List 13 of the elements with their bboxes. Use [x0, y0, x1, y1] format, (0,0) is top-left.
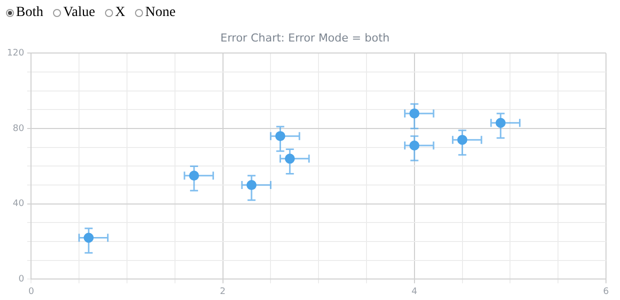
text: Value — [63, 5, 96, 21]
y-tick-label: 40 — [12, 199, 24, 210]
x-tick-label: 2 — [220, 286, 226, 297]
x-tick-label: 4 — [412, 286, 418, 297]
y-tick-label: 80 — [12, 124, 24, 134]
x-tick-label: 6 — [603, 286, 610, 297]
text: Both — [16, 5, 44, 21]
x-tick-label: 0 — [28, 286, 34, 297]
text: X — [115, 5, 126, 21]
y-tick-label: 0 — [18, 274, 24, 285]
y-tick-label: 120 — [6, 48, 24, 59]
chart-title: Error Chart: Error Mode = both — [220, 31, 390, 44]
text: None — [145, 5, 176, 21]
